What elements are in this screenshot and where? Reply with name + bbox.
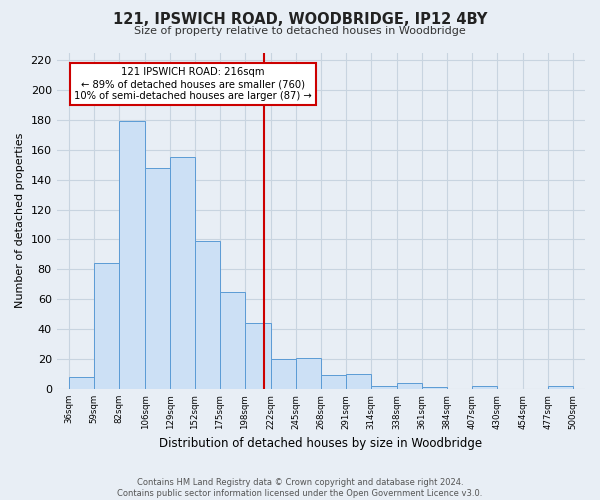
Bar [220,292,245,389]
Bar [422,388,446,389]
Bar [94,264,119,389]
Bar [245,323,271,389]
Text: 121, IPSWICH ROAD, WOODBRIDGE, IP12 4BY: 121, IPSWICH ROAD, WOODBRIDGE, IP12 4BY [113,12,487,28]
Bar [548,386,572,389]
Bar [271,359,296,389]
Bar [321,376,346,389]
Text: 121 IPSWICH ROAD: 216sqm
← 89% of detached houses are smaller (760)
10% of semi-: 121 IPSWICH ROAD: 216sqm ← 89% of detach… [74,68,311,100]
Bar [371,386,397,389]
Bar [472,386,497,389]
Text: Size of property relative to detached houses in Woodbridge: Size of property relative to detached ho… [134,26,466,36]
Bar [119,122,145,389]
Bar [69,377,94,389]
Bar [397,383,422,389]
Bar [296,358,321,389]
Y-axis label: Number of detached properties: Number of detached properties [15,133,25,308]
X-axis label: Distribution of detached houses by size in Woodbridge: Distribution of detached houses by size … [159,437,482,450]
Bar [145,168,170,389]
Text: Contains HM Land Registry data © Crown copyright and database right 2024.
Contai: Contains HM Land Registry data © Crown c… [118,478,482,498]
Bar [195,241,220,389]
Bar [170,157,195,389]
Bar [346,374,371,389]
